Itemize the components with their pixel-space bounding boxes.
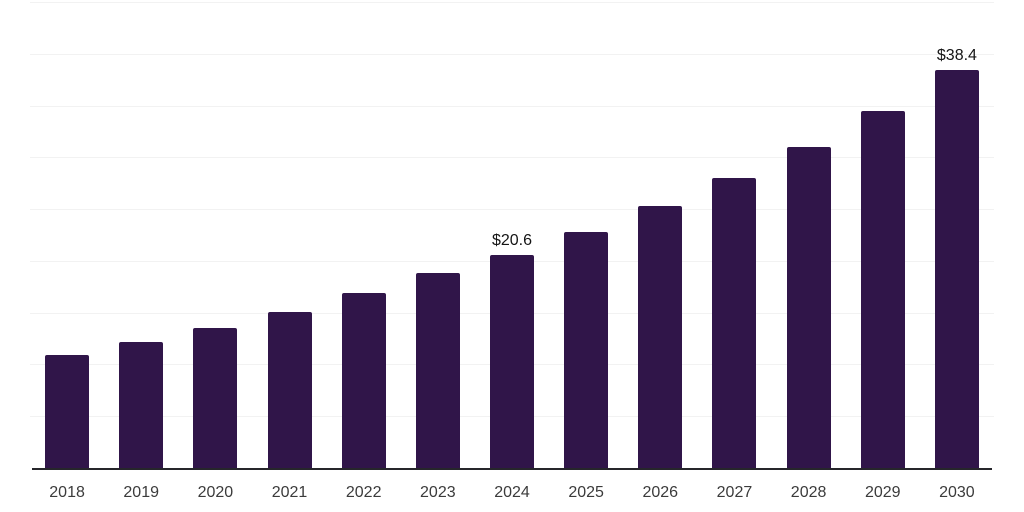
value-label-2024: $20.6	[491, 231, 533, 249]
bar-2026	[638, 206, 683, 468]
bar-2019	[119, 341, 164, 468]
bar-2018	[45, 355, 90, 468]
x-tick-2019: 2019	[123, 484, 159, 501]
x-tick-2020: 2020	[197, 484, 234, 501]
x-axis-tick-labels: 2018 2019 2020 2021 2022 2023 2024 2025 2026 2027…	[30, 484, 994, 504]
bar-2027	[712, 178, 757, 468]
x-tick-2023: 2023	[420, 484, 456, 501]
bar-2030	[934, 70, 979, 468]
value-label-2030: $38.4	[936, 47, 977, 65]
gridline-40	[30, 53, 994, 55]
bar-2023	[415, 273, 460, 468]
x-tick-2024: 2024	[494, 484, 530, 501]
bar-2021	[267, 311, 312, 468]
x-tick-2027: 2027	[716, 484, 753, 501]
x-tick-2030: 2030	[939, 484, 975, 501]
gridline-45	[30, 2, 994, 3]
x-tick-2025: 2025	[568, 484, 604, 501]
x-tick-2018: 2018	[49, 484, 85, 501]
bar-2028	[786, 146, 831, 468]
x-tick-2029: 2029	[864, 484, 901, 501]
x-tick-2028: 2028	[790, 484, 827, 501]
gridline-30	[30, 157, 994, 159]
plot-area: $20.6 $38.4	[30, 2, 994, 468]
x-axis-line	[32, 468, 992, 470]
bar-2020	[193, 328, 238, 468]
bar-2022	[341, 293, 386, 468]
gridline-25	[30, 209, 994, 211]
bar-2024	[490, 254, 534, 468]
x-tick-2026: 2026	[642, 484, 679, 501]
bar-2025	[564, 231, 609, 468]
gridline-35	[30, 105, 994, 107]
x-tick-2021: 2021	[271, 484, 308, 501]
bar-2029	[860, 110, 905, 468]
x-tick-2022: 2022	[345, 484, 382, 501]
